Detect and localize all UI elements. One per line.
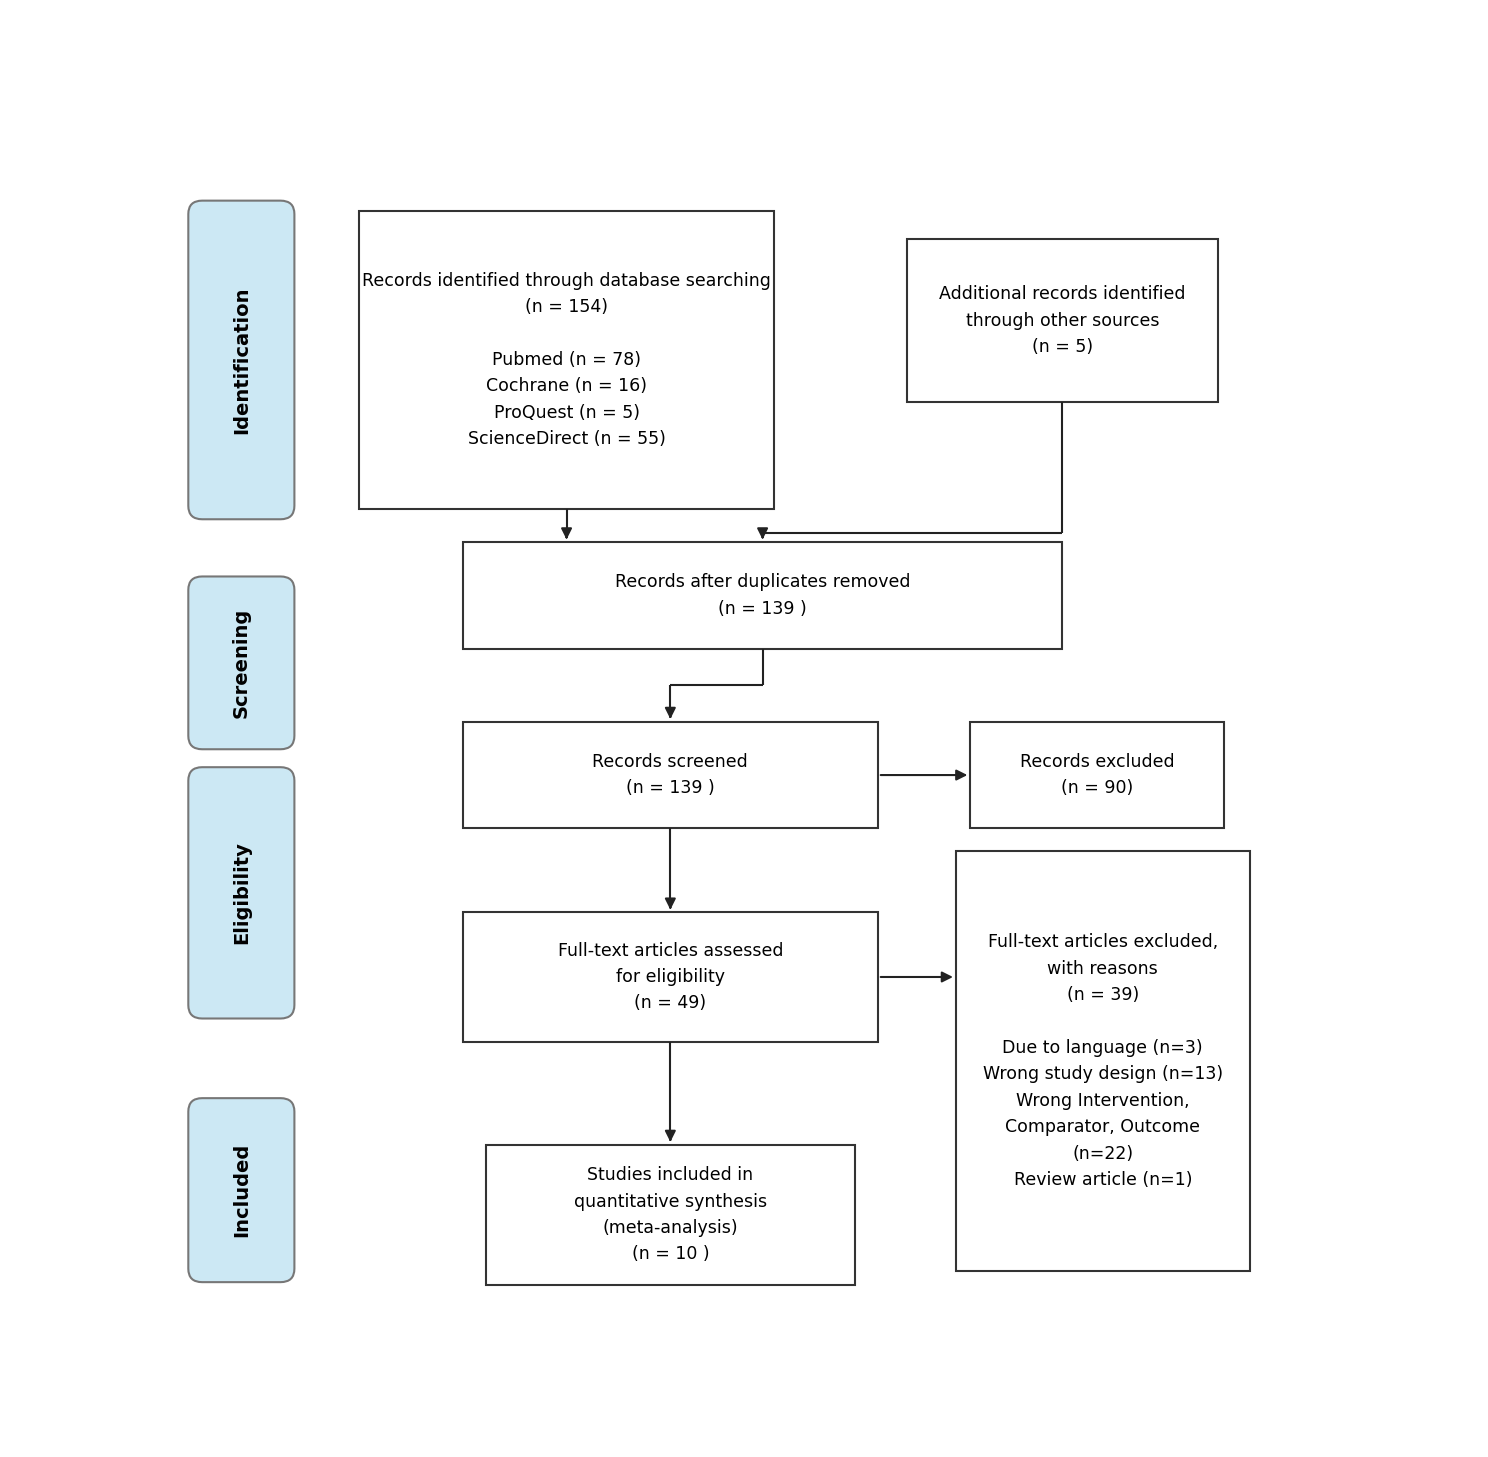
- FancyBboxPatch shape: [463, 912, 878, 1042]
- Text: Records excluded
(n = 90): Records excluded (n = 90): [1019, 753, 1174, 797]
- FancyBboxPatch shape: [487, 1145, 856, 1285]
- FancyBboxPatch shape: [359, 211, 774, 508]
- FancyBboxPatch shape: [463, 542, 1062, 648]
- Text: Included: Included: [232, 1144, 251, 1237]
- Text: Full-text articles assessed
for eligibility
(n = 49): Full-text articles assessed for eligibil…: [558, 941, 783, 1013]
- Text: Full-text articles excluded,
with reasons
(n = 39)

Due to language (n=3)
Wrong : Full-text articles excluded, with reason…: [982, 934, 1223, 1189]
- FancyBboxPatch shape: [189, 768, 295, 1018]
- Text: Records after duplicates removed
(n = 139 ): Records after duplicates removed (n = 13…: [615, 574, 911, 618]
- FancyBboxPatch shape: [970, 721, 1225, 829]
- Text: Identification: Identification: [232, 286, 251, 434]
- FancyBboxPatch shape: [906, 239, 1219, 402]
- Text: Records screened
(n = 139 ): Records screened (n = 139 ): [592, 753, 748, 797]
- FancyBboxPatch shape: [189, 1099, 295, 1282]
- Text: Additional records identified
through other sources
(n = 5): Additional records identified through ot…: [939, 286, 1186, 356]
- FancyBboxPatch shape: [189, 577, 295, 749]
- Text: Eligibility: Eligibility: [232, 841, 251, 944]
- FancyBboxPatch shape: [463, 721, 878, 829]
- Text: Records identified through database searching
(n = 154)

Pubmed (n = 78)
Cochran: Records identified through database sear…: [362, 272, 771, 449]
- Text: Screening: Screening: [232, 608, 251, 718]
- FancyBboxPatch shape: [955, 851, 1250, 1272]
- FancyBboxPatch shape: [189, 201, 295, 519]
- Text: Studies included in
quantitative synthesis
(meta-analysis)
(n = 10 ): Studies included in quantitative synthes…: [574, 1166, 766, 1263]
